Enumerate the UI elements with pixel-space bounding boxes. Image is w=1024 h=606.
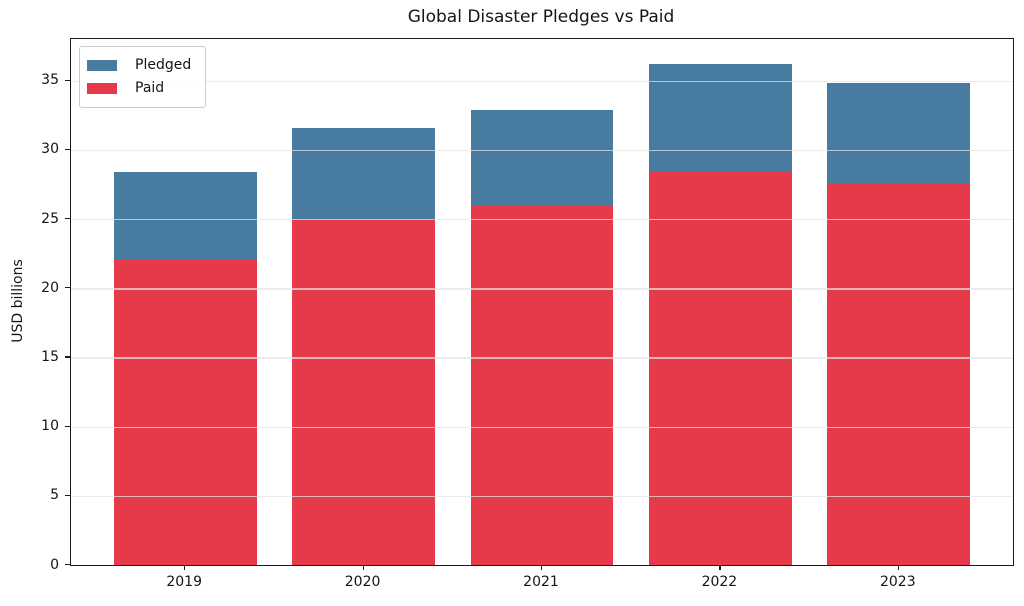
bar-paid-2022 — [649, 171, 792, 565]
bar-paid-2023 — [827, 184, 971, 565]
legend: Pledged Paid — [79, 46, 207, 108]
y-tick-label-30: 30 — [41, 141, 59, 158]
y-tick-mark-25 — [65, 217, 70, 220]
y-tick-label-0: 0 — [50, 556, 59, 573]
x-tick-mark-2022 — [719, 565, 721, 570]
legend-swatch-paid — [87, 82, 117, 94]
x-tick-label-2020: 2020 — [344, 574, 381, 590]
y-tick-label-10: 10 — [41, 418, 59, 435]
y-tick-mark-20 — [65, 287, 70, 289]
x-tick-mark-2019 — [184, 565, 186, 570]
y-tick-mark-15 — [65, 356, 70, 358]
y-tick-mark-10 — [65, 425, 70, 427]
x-tick-mark-2023 — [897, 565, 899, 570]
legend-label-paid: Paid — [135, 79, 165, 96]
gridline-y-35 — [71, 80, 1013, 82]
x-tick-label-2022: 2022 — [701, 574, 738, 590]
x-tick-mark-2021 — [541, 565, 543, 570]
x-tick-mark-2020 — [362, 565, 364, 570]
y-tick-label-15: 15 — [41, 348, 59, 365]
legend-entry-pledged: Pledged — [87, 54, 191, 77]
y-axis-label: USD billions — [10, 259, 26, 343]
bar-paid-2020 — [292, 220, 435, 565]
chart-title: Global Disaster Pledges vs Paid — [407, 7, 675, 27]
y-tick-mark-30 — [65, 148, 70, 150]
x-tick-label-2021: 2021 — [523, 574, 559, 590]
bar-paid-2019 — [113, 259, 257, 565]
y-tick-label-5: 5 — [50, 487, 59, 504]
x-tick-label-2023: 2023 — [879, 574, 916, 590]
legend-swatch-pledged — [87, 59, 117, 71]
y-tick-label-20: 20 — [41, 279, 59, 296]
x-tick-label-2019: 2019 — [166, 574, 202, 590]
bar-paid-2021 — [470, 205, 614, 565]
legend-label-pledged: Pledged — [135, 57, 192, 73]
y-tick-mark-35 — [65, 79, 70, 81]
y-tick-label-35: 35 — [41, 72, 59, 89]
y-tick-label-25: 25 — [41, 210, 59, 227]
y-tick-mark-0 — [65, 564, 70, 566]
legend-entry-paid: Paid — [87, 77, 191, 100]
y-tick-mark-5 — [65, 494, 70, 496]
plot-area: Pledged Paid — [70, 38, 1014, 566]
